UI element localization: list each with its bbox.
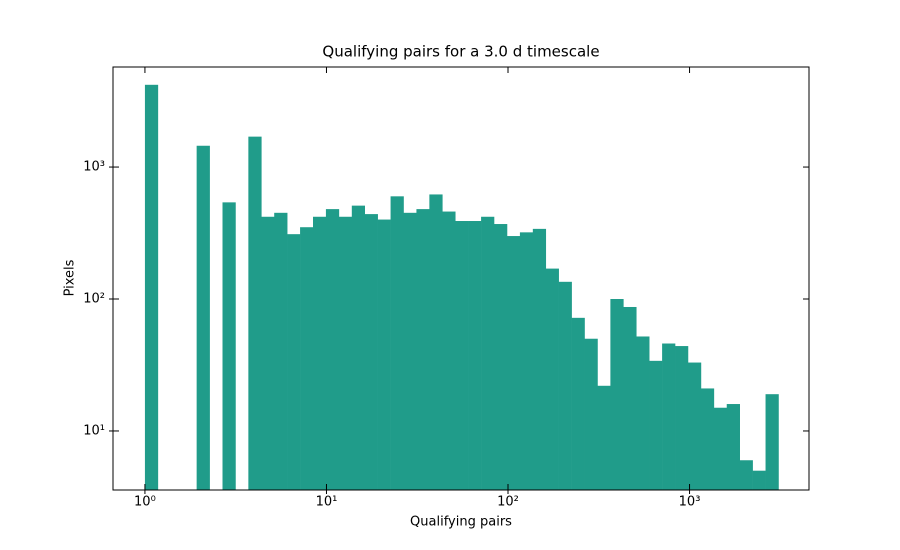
bar bbox=[442, 211, 456, 490]
bar bbox=[675, 346, 689, 490]
bar bbox=[662, 343, 676, 490]
x-axis-label: Qualifying pairs bbox=[410, 515, 512, 530]
bar bbox=[584, 338, 598, 490]
bar bbox=[494, 224, 508, 490]
bar bbox=[429, 194, 443, 490]
x-tick-label: 10² bbox=[497, 495, 519, 510]
x-tick-label: 10¹ bbox=[316, 495, 338, 510]
bar bbox=[752, 470, 766, 490]
y-tick-label: 10³ bbox=[83, 160, 105, 175]
bar bbox=[532, 228, 547, 490]
bar bbox=[687, 362, 702, 490]
bar bbox=[558, 281, 572, 490]
y-tick-label: 10¹ bbox=[83, 423, 105, 438]
x-tick-label: 10³ bbox=[679, 495, 701, 510]
bar bbox=[351, 205, 365, 490]
bar bbox=[403, 212, 417, 490]
bar bbox=[726, 404, 740, 490]
bar bbox=[455, 221, 469, 490]
bar bbox=[545, 268, 559, 490]
bar bbox=[519, 232, 534, 490]
bar bbox=[287, 234, 301, 490]
y-axis-label: Pixels bbox=[63, 259, 78, 296]
bar bbox=[338, 216, 353, 490]
bar bbox=[416, 209, 430, 490]
bar bbox=[390, 196, 404, 490]
bar bbox=[481, 216, 495, 490]
bar bbox=[196, 145, 210, 490]
bar bbox=[248, 136, 262, 490]
x-tick-label: 10⁰ bbox=[134, 495, 156, 510]
bar bbox=[261, 216, 275, 490]
bar bbox=[623, 306, 637, 490]
bar bbox=[649, 360, 663, 490]
bar bbox=[274, 212, 288, 490]
plot-frame bbox=[112, 66, 810, 491]
bar bbox=[739, 460, 753, 490]
bar bbox=[506, 236, 521, 490]
bar bbox=[597, 385, 611, 490]
bar bbox=[468, 221, 482, 490]
bar bbox=[364, 214, 378, 490]
chart-title: Qualifying pairs for a 3.0 d timescale bbox=[322, 43, 599, 61]
y-tick-label: 10² bbox=[83, 292, 105, 307]
bar bbox=[765, 394, 779, 490]
bar bbox=[610, 299, 624, 490]
bar bbox=[313, 216, 327, 490]
bar bbox=[636, 336, 650, 490]
bar bbox=[300, 227, 314, 490]
bar bbox=[377, 219, 391, 490]
bar bbox=[325, 209, 340, 490]
bar bbox=[713, 407, 728, 490]
bar bbox=[571, 317, 585, 490]
bar bbox=[144, 84, 159, 490]
bar bbox=[222, 202, 236, 490]
bar bbox=[700, 388, 715, 490]
